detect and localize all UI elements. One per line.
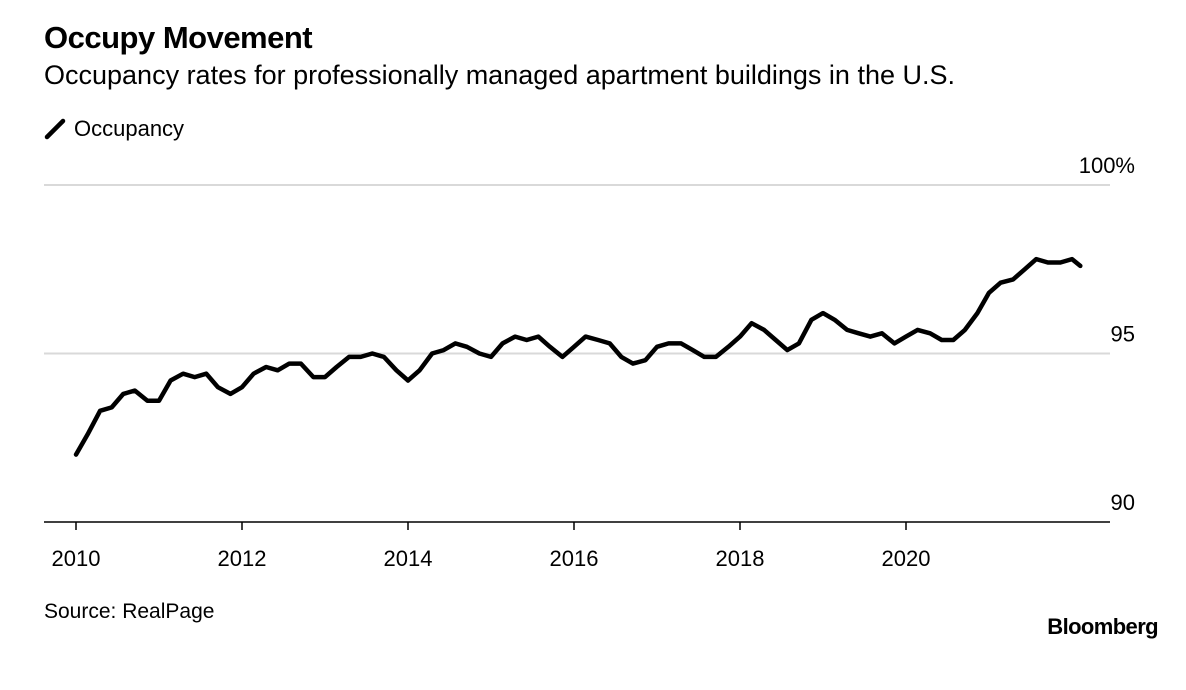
- y-tick-label-90: 90: [1111, 490, 1135, 515]
- x-tick-label-2012: 2012: [218, 546, 267, 571]
- line-chart: 90 95 100% 2010 2012 2014 2016 2018 2020: [44, 153, 1135, 571]
- y-tick-label-100: 100%: [1079, 153, 1135, 178]
- x-tick-label-2010: 2010: [52, 546, 101, 571]
- x-tick-label-2020: 2020: [882, 546, 931, 571]
- chart-legend: Occupancy: [44, 116, 184, 142]
- legend-label-occupancy: Occupancy: [74, 116, 185, 141]
- y-tick-label-95: 95: [1111, 322, 1135, 347]
- x-tick-label-2014: 2014: [384, 546, 433, 571]
- x-tick-label-2018: 2018: [716, 546, 765, 571]
- series-line-occupancy: [73, 256, 1083, 457]
- chart-subtitle: Occupancy rates for professionally manag…: [44, 60, 955, 90]
- source-note: Source: RealPage: [44, 600, 215, 623]
- bloomberg-logo: Bloomberg: [1047, 614, 1158, 639]
- legend-line-icon: [44, 118, 66, 140]
- chart-title: Occupy Movement: [44, 20, 313, 55]
- x-tick-label-2016: 2016: [550, 546, 599, 571]
